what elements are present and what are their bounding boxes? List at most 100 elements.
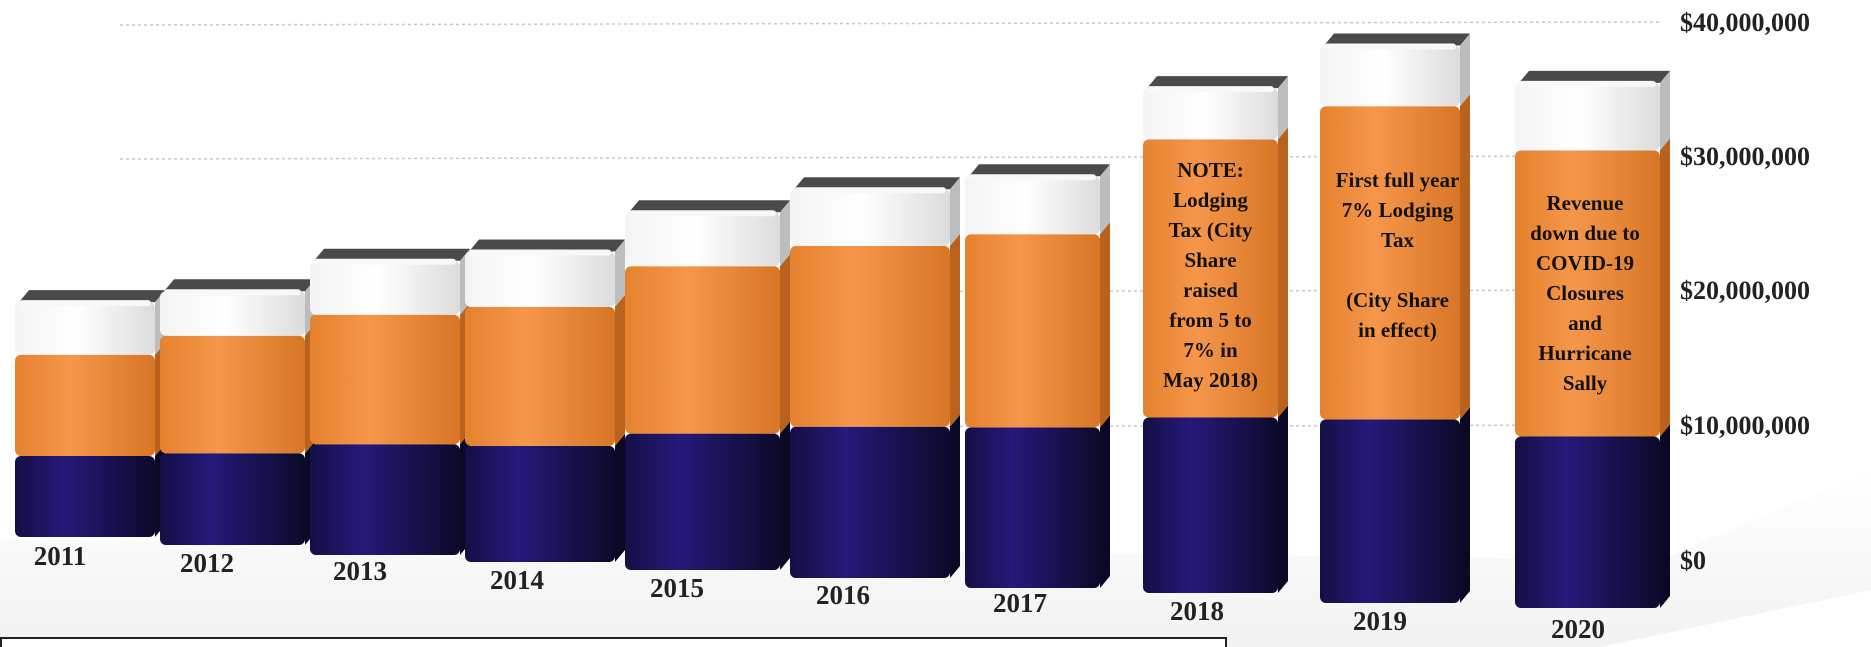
y-tick-label: $10,000,000 [1680,411,1810,440]
bar-side [780,200,790,267]
bar-side [1460,33,1470,107]
bar-segment [15,354,155,456]
x-axis-labels: 2011 2012 2013 2014 2015 2016 2017 2018 2019 2020 [34,541,1605,644]
bar-segment [625,212,780,267]
bar-segment [160,453,305,545]
bar-segment [1320,419,1460,603]
x-tick-label: 2011 [34,541,87,571]
bar-top [794,177,960,190]
x-tick-label: 2020 [1551,614,1605,644]
y-tick-label: $0 [1680,546,1706,575]
bar-segment [965,176,1100,235]
bar-side [950,233,960,427]
bar-stack-2015 [625,200,790,570]
bar-side [1100,415,1110,588]
bar-top [629,200,790,213]
bar-segment [790,245,950,427]
bar-top [1147,76,1288,89]
bar-segment [1143,417,1278,593]
bar-top-highlight [629,210,776,217]
bar-top [1519,70,1670,83]
bar-segment [1143,139,1278,418]
bar-segment [1515,150,1660,437]
x-tick-label: 2016 [816,580,870,610]
bar-top-highlight [1324,43,1456,50]
bar-side [1278,127,1288,418]
bar-top-highlight [969,174,1096,181]
bar-top-highlight [469,249,611,256]
bar-segment [310,314,460,445]
bar-stack-2019 [1320,33,1470,603]
x-tick-label: 2012 [180,548,234,578]
bar-side [780,254,790,434]
bar-stack-2012 [160,279,315,545]
bar-top [469,239,625,252]
bar-side [1460,407,1470,603]
bar-segment [160,291,305,336]
bar-side [1660,138,1670,437]
x-tick-label: 2018 [1170,596,1224,626]
bar-side [615,239,625,307]
bar-top-highlight [1147,86,1274,93]
x-tick-label: 2019 [1353,606,1407,636]
bar-stack-2014 [465,239,625,562]
gridline [119,21,1661,26]
bar-segment [15,456,155,537]
bar-side [1100,222,1110,428]
bar-stack-2018 [1143,76,1288,593]
bar-segment [465,251,615,307]
bar-segment [1320,106,1460,420]
bar-side [950,414,960,578]
bar-segment [160,335,305,454]
bar-top-highlight [314,258,456,265]
x-tick-label: 2015 [650,573,704,603]
bar-segment [625,433,780,570]
bar-stack-2016 [790,177,960,578]
bar-side [1660,424,1670,608]
bar-stack-2017 [965,164,1110,588]
bar-side [615,294,625,446]
bar-segment [1515,82,1660,151]
y-tick-label: $40,000,000 [1680,8,1810,37]
annotation-2019: First full year 7% Lodging Tax (City Sha… [1335,168,1460,342]
bar-segment [310,444,460,555]
bar-segment [310,260,460,315]
bar-segment [965,234,1100,428]
annotation-2020: Revenue down due to COVID-19 Closures an… [1530,191,1640,395]
bar-stack-2020 [1515,70,1670,608]
bar-side [1278,405,1288,593]
bar-side [1278,76,1288,140]
note-box [0,637,1227,647]
y-axis-labels: $0 $10,000,000 $20,000,000 $30,000,000 $40,0… [1680,8,1810,575]
bar-top [314,248,470,261]
bar-stack-2013 [310,248,470,555]
bar-side [780,421,790,570]
bar-segment [1320,45,1460,107]
bar-side [950,177,960,246]
bar-top [969,164,1110,177]
bar-segment [15,302,155,355]
bar-side [1660,70,1670,151]
bars [15,33,1670,608]
bar-side [1460,94,1470,420]
bar-top [1324,33,1470,46]
bar-top-highlight [1519,80,1656,87]
bar-top-highlight [794,187,946,194]
gridline [119,155,1661,160]
bar-top-highlight [19,300,151,307]
bar-segment [625,266,780,434]
annotation-2018: NOTE: Lodging Tax (City Share raised fro… [1162,158,1259,392]
y-tick-label: $30,000,000 [1680,142,1810,171]
x-tick-label: 2014 [490,565,544,595]
y-tick-label: $20,000,000 [1680,276,1810,305]
bar-segment [965,427,1100,588]
x-tick-label: 2013 [333,556,387,586]
bar-segment [465,306,615,446]
x-tick-label: 2017 [993,588,1047,618]
bar-segment [465,445,615,562]
bar-segment [790,189,950,246]
bar-side [615,433,625,562]
bar-stack-2011 [15,290,165,537]
